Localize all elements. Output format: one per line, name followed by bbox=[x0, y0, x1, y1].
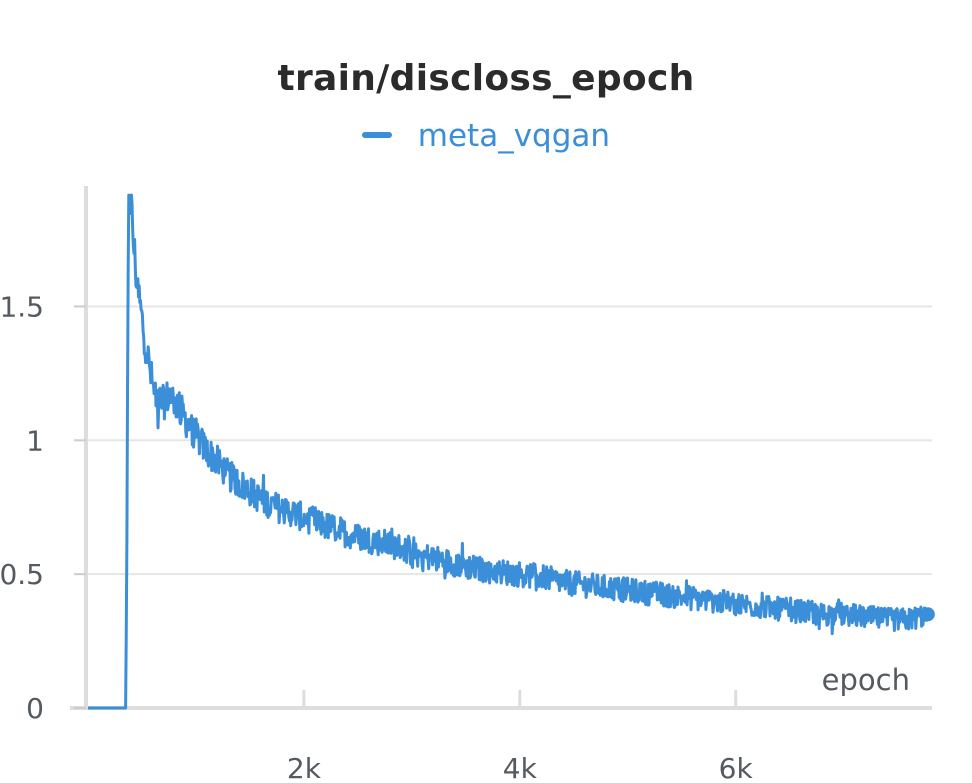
y-tick-label: 1.5 bbox=[0, 290, 44, 323]
y-tick-label: 1 bbox=[26, 424, 44, 457]
x-axis-label: epoch bbox=[822, 663, 910, 697]
series-line-meta-vqgan bbox=[87, 193, 929, 710]
chart-title: train/discloss_epoch bbox=[277, 58, 695, 99]
axes bbox=[70, 186, 932, 710]
y-tick-label: 0 bbox=[26, 692, 44, 725]
y-tick-label: 0.5 bbox=[0, 558, 44, 591]
series-end-point bbox=[920, 607, 935, 622]
series-layer bbox=[87, 193, 935, 710]
x-tick-label: 2k bbox=[287, 752, 322, 783]
legend-swatch bbox=[361, 131, 392, 138]
x-tick-label: 6k bbox=[719, 752, 754, 783]
tick-labels: 0 0.5 1 1.5 2k 4k 6k bbox=[0, 290, 753, 783]
legend-label-meta-vqgan: meta_vqgan bbox=[417, 118, 611, 154]
grid-lines bbox=[86, 305, 932, 576]
legend[interactable]: meta_vqgan bbox=[0, 118, 972, 154]
x-tick-label: 4k bbox=[503, 752, 538, 783]
